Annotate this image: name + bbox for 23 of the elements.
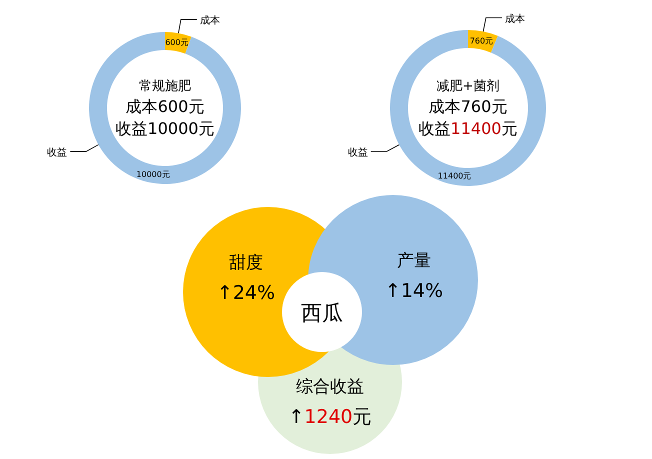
data-label: 600元 — [165, 38, 188, 48]
text: 成本760元 — [428, 97, 508, 116]
text: ↑14% — [384, 280, 444, 302]
text: 常规施肥 — [139, 79, 191, 94]
data-label: 11400元 — [438, 172, 472, 181]
slice-label: 成本 — [504, 12, 525, 25]
donut-slice — [390, 30, 546, 186]
data-label: 760元 — [470, 36, 494, 46]
slice-label: 成本 — [200, 14, 220, 26]
text: ↑24% — [216, 282, 276, 304]
category-label: 产量 — [397, 251, 431, 271]
data-label: 10000元 — [136, 170, 170, 179]
text: 减肥+菌剂 — [436, 78, 500, 94]
text: 收益10000元 — [116, 119, 214, 138]
text: ↑1240元 — [288, 406, 372, 428]
text: 西瓜 — [301, 301, 343, 325]
text: 成本600元 — [126, 97, 204, 116]
category-label: 综合收益 — [296, 377, 364, 397]
donut-slice — [89, 32, 241, 184]
category-label: 甜度 — [229, 253, 263, 273]
text: 收益11400元 — [418, 119, 518, 138]
slice-label: 收益 — [47, 146, 68, 158]
slice-label: 收益 — [348, 146, 368, 158]
